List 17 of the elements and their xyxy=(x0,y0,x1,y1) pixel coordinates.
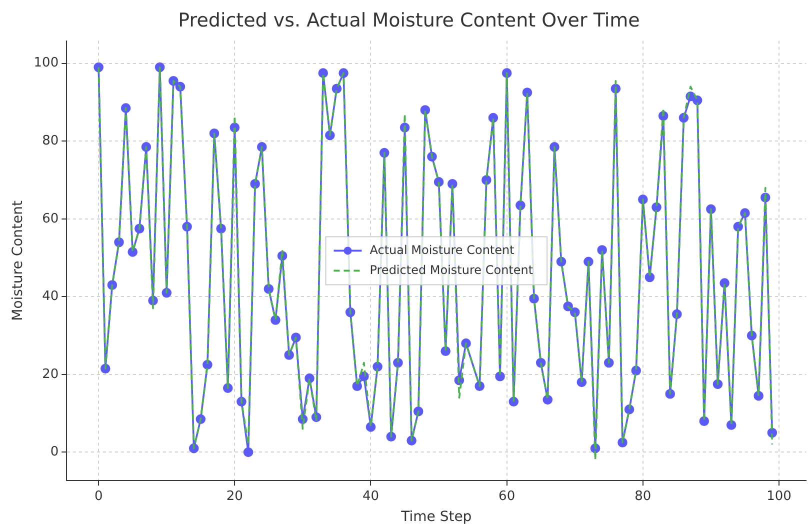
y-tick-label: 80 xyxy=(42,134,59,148)
x-tick-label: 0 xyxy=(94,488,103,504)
y-tick-label: 100 xyxy=(34,56,59,71)
x-tick-label: 80 xyxy=(634,488,652,504)
legend-label: Predicted Moisture Content xyxy=(370,262,534,277)
x-tick-label: 20 xyxy=(226,488,243,504)
y-tick-label: 40 xyxy=(42,289,59,304)
x-tick-label: 40 xyxy=(362,488,380,504)
y-tick-label: 60 xyxy=(42,211,59,226)
x-tick-label: 60 xyxy=(498,488,516,504)
y-axis-title: Moisture Content xyxy=(10,200,26,321)
x-tick-label: 100 xyxy=(766,488,792,504)
y-tick-label: 0 xyxy=(50,444,59,460)
y-tick-label: 20 xyxy=(42,366,59,382)
x-axis-title: Time Step xyxy=(400,509,472,526)
chart-title: Predicted vs. Actual Moisture Content Over Time xyxy=(178,9,640,32)
legend-label: Actual Moisture Content xyxy=(370,242,515,257)
